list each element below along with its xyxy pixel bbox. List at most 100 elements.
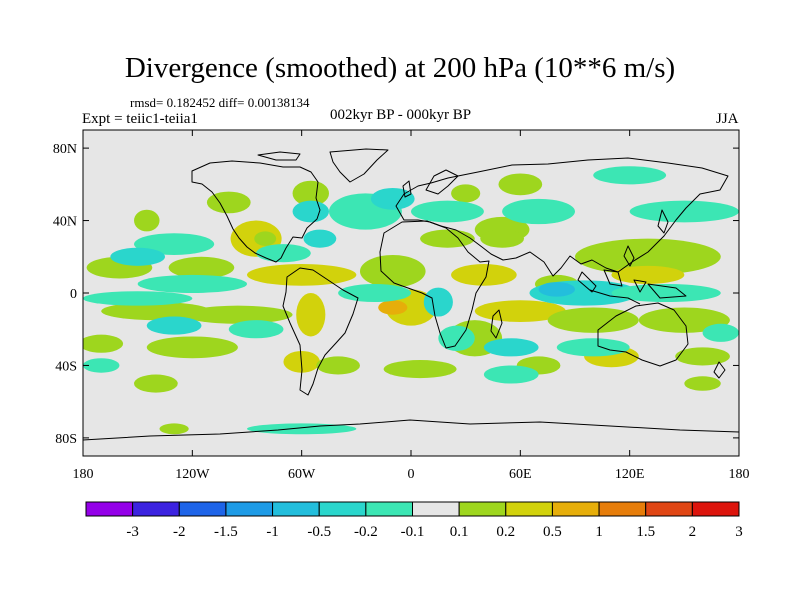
divergence-negative-patch	[502, 198, 575, 225]
divergence-anomaly-field	[83, 166, 739, 435]
colorbar-label: -0.1	[401, 524, 425, 540]
colorbar-label: 1.5	[636, 524, 655, 540]
colorbar-swatch	[505, 501, 553, 517]
colorbar-label: 0.5	[543, 524, 562, 540]
colorbar: -3 -2 -1.5 -1 -0.5 -0.2 -0.1 0.1 0.2 0.5 1 1.5 2 3	[85, 501, 743, 540]
convergence-positive-patch	[292, 180, 329, 207]
divergence-negative-patch	[593, 166, 667, 185]
lat-tick-label: 0	[70, 287, 77, 302]
divergence-negative-patch	[438, 325, 475, 351]
colorbar-swatch	[85, 501, 134, 517]
divergence-negative-patch	[538, 282, 575, 297]
convergence-positive-patch	[575, 238, 721, 275]
convergence-positive-patch	[420, 229, 475, 248]
convergence-positive-patch	[474, 300, 566, 322]
convergence-positive-patch	[611, 265, 685, 284]
convergence-positive-patch	[451, 184, 481, 203]
convergence-positive-patch	[684, 376, 721, 391]
colorbar-swatch	[225, 501, 274, 517]
convergence-positive-patch	[547, 307, 639, 333]
convergence-positive-patch	[83, 334, 124, 353]
convergence-positive-patch	[134, 374, 178, 393]
divergence-negative-patch	[146, 316, 202, 335]
lat-tick-label: 40S	[55, 359, 77, 374]
convergence-positive-patch	[296, 293, 326, 337]
lon-tick-label: 180	[729, 467, 750, 482]
divergence-negative-patch	[483, 365, 539, 384]
colorbar-label: 2	[689, 524, 697, 540]
season-label: JJA	[716, 111, 739, 127]
experiment-label: Expt = teiic1-teiia1	[82, 111, 198, 127]
divergence-negative-patch	[246, 423, 357, 435]
colorbar-label: 0.2	[496, 524, 515, 540]
convergence-positive-patch	[480, 229, 524, 248]
colorbar-swatch	[132, 501, 180, 517]
colorbar-swatch	[551, 501, 600, 517]
lon-tick-label: 180	[73, 467, 94, 482]
convergence-positive-patch	[146, 336, 238, 359]
convergence-positive-patch	[383, 360, 457, 379]
colorbar-swatch	[318, 501, 367, 517]
convergence-positive-patch	[159, 423, 189, 435]
coastlines	[83, 148, 739, 441]
colorbar-label: 0.1	[450, 524, 469, 540]
divergence-negative-patch	[228, 320, 284, 339]
convergence-positive-patch	[134, 209, 160, 232]
divergence-negative-patch	[370, 187, 415, 210]
divergence-negative-patch	[303, 229, 337, 248]
divergence-negative-patch	[292, 200, 329, 223]
colorbar-label: 1	[595, 524, 603, 540]
convergence-positive-patch	[378, 300, 408, 315]
colorbar-swatch	[178, 501, 227, 517]
convergence-positive-patch	[316, 356, 360, 375]
divergence-negative-patch	[110, 247, 165, 266]
lon-tick-label: 120E	[615, 467, 645, 482]
colorbar-label: -1.5	[214, 524, 238, 540]
rmsd-diff-stats: rmsd= 0.182452 diff= 0.00138134	[130, 95, 310, 110]
lon-tick-label: 120W	[175, 467, 210, 482]
colorbar-swatch	[598, 501, 647, 517]
colorbar-swatch	[645, 501, 693, 517]
colorbar-label: -3	[126, 524, 139, 540]
lon-tick-label: 60E	[509, 467, 532, 482]
colorbar-label: 3	[735, 524, 743, 540]
colorbar-swatch	[691, 501, 740, 517]
divergence-negative-patch	[411, 200, 484, 223]
divergence-negative-patch	[423, 287, 453, 317]
divergence-negative-patch	[702, 323, 739, 342]
colorbar-label: -2	[173, 524, 186, 540]
convergence-positive-patch	[246, 264, 357, 286]
convergence-positive-patch	[359, 254, 426, 288]
colorbar-label: -0.2	[354, 524, 378, 540]
convergence-positive-patch	[638, 307, 730, 333]
colorbar-label: -0.5	[307, 524, 331, 540]
divergence-negative-patch	[556, 338, 630, 357]
colorbar-swatch	[458, 501, 507, 517]
convergence-positive-patch	[451, 264, 517, 286]
period-label: 002kyr BP - 000kyr BP	[330, 107, 472, 123]
convergence-positive-patch	[498, 173, 543, 196]
colorbar-label: -1	[266, 524, 279, 540]
lat-tick-label: 80S	[55, 432, 77, 447]
lon-tick-label: 60W	[288, 467, 316, 482]
divergence-negative-patch	[137, 274, 247, 294]
lon-tick-label: 0	[408, 467, 415, 482]
axis-tick-labels: 80N 40N 0 40S 80S 180 120W 60W 0 60E 120E 180	[53, 142, 750, 482]
lat-tick-label: 80N	[53, 142, 77, 157]
divergence-negative-patch	[83, 358, 120, 373]
convergence-positive-patch	[101, 302, 211, 321]
map-title: Divergence (smoothed) at 200 hPa (10**6 …	[124, 52, 676, 84]
colorbar-swatch	[412, 501, 460, 517]
convergence-positive-patch	[183, 305, 293, 324]
convergence-positive-patch	[206, 191, 251, 214]
divergence-negative-patch	[483, 338, 539, 357]
colorbar-swatch	[365, 501, 414, 517]
convergence-positive-patch	[254, 231, 277, 246]
divergence-negative-patch	[629, 200, 739, 223]
convergence-positive-patch	[675, 347, 730, 366]
lat-tick-label: 40N	[53, 215, 77, 230]
convergence-positive-patch	[168, 256, 235, 279]
colorbar-swatch	[272, 501, 320, 517]
axis-ticks	[82, 130, 740, 456]
